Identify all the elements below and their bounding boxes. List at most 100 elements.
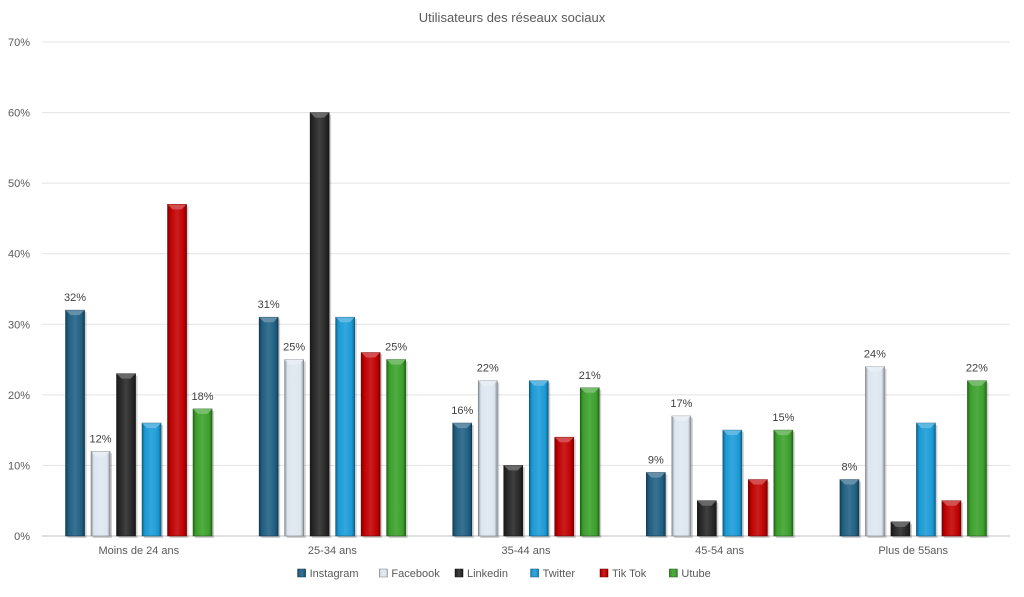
bar-facebook	[671, 415, 692, 537]
legend: Instagram Facebook Linkedin Twitter Tik Tok U…	[297, 568, 711, 580]
legend-swatch	[454, 568, 464, 578]
bar-bevel	[361, 352, 381, 358]
y-tick-label: 30%	[8, 319, 30, 331]
x-tick-label: 25-34 ans	[308, 545, 357, 557]
x-tick-label: 45-54 ans	[695, 545, 744, 557]
bar-utube	[386, 359, 406, 537]
bar-bevel	[142, 423, 162, 429]
bar-twitter	[528, 380, 549, 537]
bar-facebook	[865, 366, 885, 537]
bar-facebook	[284, 359, 304, 537]
x-tick-label: Plus de 55ans	[878, 545, 948, 557]
bar-bevel	[284, 359, 304, 365]
bar-instagram	[646, 472, 666, 537]
y-axis-ticks: 0% 10% 20% 30% 40% 50% 60% 70%	[8, 37, 30, 543]
data-label: 18%	[192, 391, 214, 403]
bar-bevel	[167, 204, 187, 210]
bar-instagram	[452, 422, 473, 537]
y-tick-label: 40%	[8, 249, 30, 261]
bar-bevel	[91, 451, 111, 457]
data-label: 22%	[966, 363, 988, 375]
legend-label: Utube	[681, 568, 710, 580]
x-axis-ticks: Moins de 24 ans 25-34 ans 35-44 ans 45-54 a…	[98, 545, 948, 557]
bar-linkedin	[697, 500, 717, 537]
bar-bevel	[967, 380, 987, 386]
bar-tik-tok	[941, 500, 962, 537]
bar-bevel	[554, 437, 574, 443]
legend-swatch	[530, 568, 539, 578]
y-tick-label: 70%	[8, 37, 30, 49]
bar-bevel	[722, 430, 742, 436]
legend-label: Twitter	[543, 568, 576, 580]
legend-swatch	[599, 568, 609, 578]
bar-bevel	[890, 521, 910, 527]
legend-swatch	[379, 568, 388, 578]
bar-bevel	[916, 423, 936, 429]
legend-label: Instagram	[310, 568, 359, 580]
y-tick-label: 10%	[8, 460, 30, 472]
legend-swatch	[669, 568, 678, 578]
bar-tik-tok	[167, 204, 187, 537]
data-label: 15%	[772, 412, 794, 424]
bar-bevel	[503, 465, 523, 471]
bar-linkedin	[309, 112, 330, 537]
y-tick-label: 50%	[8, 178, 30, 190]
data-label: 9%	[648, 454, 664, 466]
legend-label: Linkedin	[467, 568, 508, 580]
bar-bevel	[671, 416, 691, 422]
bar-twitter	[722, 429, 743, 537]
data-label: 25%	[385, 342, 407, 354]
bar-tik-tok	[748, 479, 768, 537]
bar-bevel	[193, 408, 213, 414]
data-label: 12%	[90, 433, 112, 445]
bar-twitter	[335, 316, 355, 537]
bars	[65, 112, 989, 539]
bar-bevel	[697, 500, 717, 506]
bar-utube	[579, 387, 600, 537]
bar-utube	[967, 380, 987, 537]
bar-bevel	[941, 500, 961, 506]
bar-utube	[192, 408, 213, 537]
bar-bevel	[335, 317, 355, 323]
y-tick-label: 60%	[8, 108, 30, 120]
bar-bevel	[773, 430, 793, 436]
data-label: 16%	[451, 405, 473, 417]
legend-label: Facebook	[391, 568, 440, 580]
bar-linkedin	[116, 373, 136, 537]
data-label: 24%	[864, 349, 886, 361]
bar-twitter	[916, 422, 936, 537]
bar-facebook	[90, 451, 111, 537]
y-tick-label: 0%	[14, 531, 30, 543]
data-label: 31%	[258, 299, 280, 311]
bar-bevel	[452, 423, 472, 429]
chart-title: Utilisateurs des réseaux sociaux	[419, 10, 606, 25]
bar-facebook	[477, 380, 498, 537]
data-label: 17%	[670, 398, 692, 410]
bar-bevel	[386, 359, 406, 365]
legend-label: Tik Tok	[612, 568, 647, 580]
bar-bevel	[748, 479, 768, 485]
x-tick-label: Moins de 24 ans	[98, 545, 179, 557]
legend-swatch	[297, 568, 306, 578]
bar-bevel	[646, 472, 666, 478]
data-labels: 32% 12% 18% 31% 25% 25% 16% 22% 21% 9% 17% 15% 8% 24%…	[64, 292, 988, 473]
x-tick-label: 35-44 ans	[502, 545, 551, 557]
bar-instagram	[839, 479, 860, 537]
bar-instagram	[258, 316, 279, 537]
bar-bevel	[65, 310, 85, 316]
data-label: 22%	[477, 363, 499, 375]
bar-linkedin	[503, 465, 524, 537]
data-label: 25%	[283, 342, 305, 354]
bar-bevel	[259, 317, 279, 323]
bar-instagram	[65, 309, 85, 537]
data-label: 21%	[579, 370, 601, 382]
bar-bevel	[116, 373, 136, 379]
bar-tik-tok	[554, 436, 575, 537]
bar-bevel	[865, 366, 885, 372]
bar-bevel	[839, 479, 859, 485]
bar-bevel	[478, 380, 498, 386]
bar-bevel	[529, 380, 549, 386]
data-label: 32%	[64, 292, 86, 304]
